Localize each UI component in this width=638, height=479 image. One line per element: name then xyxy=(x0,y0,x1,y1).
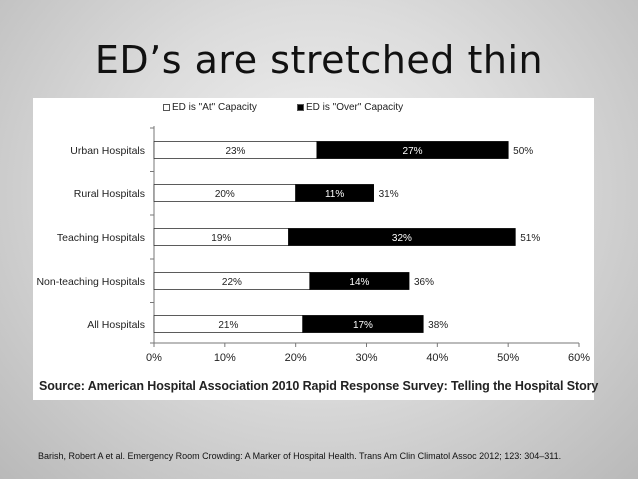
data-label-total: 51% xyxy=(520,233,540,244)
x-tick-label: 0% xyxy=(146,352,162,364)
legend-label-at-capacity: ED is "At" Capacity xyxy=(172,102,257,113)
data-label-over-capacity: 14% xyxy=(349,277,369,288)
category-label: Teaching Hospitals xyxy=(57,232,145,244)
chart-panel: ED is "At" Capacity ED is "Over" Capacit… xyxy=(33,98,599,400)
bar-over-capacity xyxy=(302,315,424,333)
x-tick-label: 40% xyxy=(426,352,448,364)
x-tick-label: 20% xyxy=(285,352,307,364)
citation: Barish, Robert A et al. Emergency Room C… xyxy=(38,451,562,461)
data-label-total: 38% xyxy=(428,320,448,331)
stacked-bar-chart: 0% 10% 20% 30% 40% 50% 60% Urban Hospitals 23% 27… xyxy=(36,126,590,364)
legend-swatch-over-capacity xyxy=(297,104,304,111)
bar-over-capacity xyxy=(309,272,410,290)
slide-title: ED’s are stretched thin xyxy=(94,38,544,82)
category-label: All Hospitals xyxy=(87,319,145,331)
bar-over-capacity xyxy=(288,228,516,246)
data-label-at-capacity: 19% xyxy=(211,233,231,244)
data-label-at-capacity: 20% xyxy=(215,189,235,200)
x-tick-label: 30% xyxy=(355,352,377,364)
data-label-over-capacity: 27% xyxy=(403,146,423,157)
x-tick-label: 10% xyxy=(214,352,236,364)
legend-swatch-at-capacity xyxy=(163,104,170,111)
legend-item-at-capacity: ED is "At" Capacity xyxy=(163,102,257,113)
bar-over-capacity xyxy=(295,184,374,202)
data-label-over-capacity: 11% xyxy=(325,189,344,200)
category-label: Rural Hospitals xyxy=(74,188,145,200)
data-label-at-capacity: 22% xyxy=(222,277,242,288)
category-label: Non-teaching Hospitals xyxy=(36,276,145,288)
data-label-total: 50% xyxy=(513,146,533,157)
x-tick-label: 60% xyxy=(568,352,590,364)
legend-label-over-capacity: ED is "Over" Capacity xyxy=(306,102,404,113)
data-label-over-capacity: 32% xyxy=(392,233,412,244)
data-label-at-capacity: 21% xyxy=(218,320,238,331)
data-label-total: 36% xyxy=(414,277,434,288)
data-label-over-capacity: 17% xyxy=(353,320,373,331)
data-label-total: 31% xyxy=(379,189,399,200)
data-label-at-capacity: 23% xyxy=(225,146,245,157)
bar-over-capacity xyxy=(316,141,509,159)
x-tick-label: 50% xyxy=(497,352,519,364)
category-label: Urban Hospitals xyxy=(70,145,145,157)
legend-item-over-capacity: ED is "Over" Capacity xyxy=(297,102,403,113)
chart-source: Source: American Hospital Association 20… xyxy=(39,379,599,393)
